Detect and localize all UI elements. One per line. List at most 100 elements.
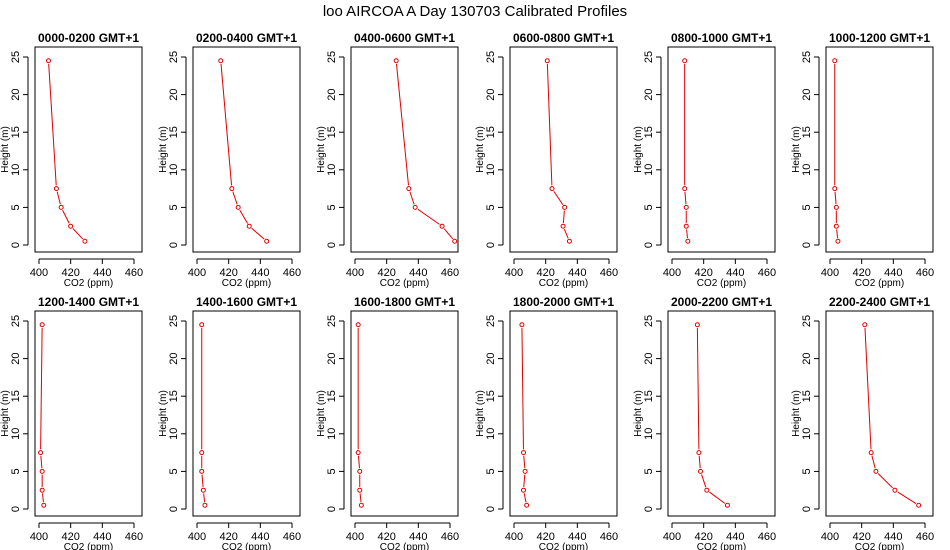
data-point <box>82 238 88 244</box>
y-tick-label: 15 <box>485 390 497 402</box>
data-point <box>393 58 399 64</box>
data-point <box>685 238 691 244</box>
data-point <box>357 468 363 474</box>
x-tick-label: 440 <box>884 267 902 279</box>
x-tick-label: 420 <box>377 531 395 543</box>
y-tick-label: 10 <box>801 164 813 176</box>
profile-segment <box>698 455 701 469</box>
y-tick-label: 5 <box>485 204 497 210</box>
y-tick-label: 10 <box>485 428 497 440</box>
panel-title: 1800-2000 GMT+1 <box>513 295 614 309</box>
data-point <box>46 58 51 64</box>
data-point <box>682 58 688 64</box>
profile-segment <box>251 227 265 240</box>
data-point <box>835 238 841 244</box>
y-tick-label: 5 <box>326 204 338 210</box>
data-point <box>199 322 205 328</box>
x-tick-label: 440 <box>568 531 586 543</box>
data-point <box>439 223 445 229</box>
data-point <box>916 502 922 508</box>
data-point <box>452 238 458 244</box>
y-tick-label: 15 <box>10 390 22 402</box>
x-tick-label: 420 <box>61 531 79 543</box>
x-tick-label: 460 <box>441 531 459 543</box>
y-tick-label: 20 <box>485 88 497 100</box>
data-point <box>39 487 45 493</box>
profile-segment <box>562 210 565 224</box>
y-tick-label: 10 <box>168 164 180 176</box>
data-point <box>58 204 64 210</box>
y-tick-label: 25 <box>10 315 22 327</box>
y-tick-label: 15 <box>801 390 813 402</box>
y-tick-label: 20 <box>643 352 655 364</box>
data-point <box>683 204 689 210</box>
data-point <box>406 186 412 192</box>
y-tick-label: 0 <box>326 242 338 248</box>
y-tick-label: 5 <box>643 468 655 474</box>
data-point <box>549 186 555 192</box>
panel-title: 0000-0200 GMT+1 <box>38 31 139 45</box>
panel-frame <box>667 310 776 517</box>
panel-title: 1400-1600 GMT+1 <box>196 295 297 309</box>
x-tick-label: 400 <box>346 531 364 543</box>
data-point <box>696 450 702 456</box>
y-tick-label: 0 <box>485 242 497 248</box>
x-axis-label: CO2 (ppm) <box>697 542 746 550</box>
x-tick-label: 400 <box>663 267 681 279</box>
x-tick-label: 420 <box>219 267 237 279</box>
panel-frame <box>34 46 143 253</box>
x-tick-label: 440 <box>409 531 427 543</box>
panel-title: 0800-1000 GMT+1 <box>671 31 772 45</box>
y-tick-label: 5 <box>326 468 338 474</box>
data-point <box>868 450 874 456</box>
panel-title: 1000-1200 GMT+1 <box>829 31 930 45</box>
x-tick-label: 460 <box>758 267 776 279</box>
x-tick-label: 420 <box>694 531 712 543</box>
x-tick-label: 460 <box>916 267 934 279</box>
data-point <box>358 502 364 508</box>
data-point <box>38 450 44 456</box>
x-tick-label: 420 <box>694 267 712 279</box>
y-tick-label: 15 <box>643 390 655 402</box>
profile-segment <box>897 491 917 504</box>
profile-segment <box>56 191 61 205</box>
y-tick-label: 20 <box>168 352 180 364</box>
x-tick-label: 400 <box>505 531 523 543</box>
x-tick-label: 460 <box>758 531 776 543</box>
y-axis-label: Height (m) <box>475 390 486 437</box>
y-tick-label: 10 <box>801 428 813 440</box>
profile-segment <box>686 229 688 239</box>
x-axis-label: CO2 (ppm) <box>64 542 113 550</box>
x-tick-label: 440 <box>726 267 744 279</box>
x-tick-label: 440 <box>93 531 111 543</box>
profile-segment <box>40 455 43 469</box>
y-tick-label: 25 <box>326 315 338 327</box>
profile-segment <box>232 191 238 205</box>
x-tick-label: 440 <box>884 531 902 543</box>
data-point <box>199 450 205 456</box>
x-tick-label: 460 <box>600 531 618 543</box>
profile-segment <box>563 228 569 239</box>
y-axis-label: Height (m) <box>316 390 327 437</box>
y-tick-label: 20 <box>10 88 22 100</box>
profile-segment <box>201 474 204 488</box>
y-tick-label: 10 <box>643 164 655 176</box>
y-tick-label: 15 <box>326 390 338 402</box>
y-tick-label: 25 <box>643 51 655 63</box>
profile-segment <box>42 493 44 503</box>
data-point <box>566 238 572 244</box>
y-axis-label: Height (m) <box>791 126 802 173</box>
x-tick-label: 460 <box>125 267 143 279</box>
y-axis-label: Height (m) <box>0 390 11 437</box>
panel-title: 0200-0400 GMT+1 <box>196 31 297 45</box>
profile-segment <box>523 493 527 503</box>
x-tick-label: 400 <box>505 267 523 279</box>
x-tick-label: 420 <box>536 531 554 543</box>
data-point <box>41 502 47 508</box>
data-point <box>521 487 526 493</box>
y-axis-label: Height (m) <box>158 390 169 437</box>
profile-segment <box>877 473 893 489</box>
x-tick-label: 400 <box>188 531 206 543</box>
y-tick-label: 15 <box>326 126 338 138</box>
profile-segment <box>40 327 43 450</box>
